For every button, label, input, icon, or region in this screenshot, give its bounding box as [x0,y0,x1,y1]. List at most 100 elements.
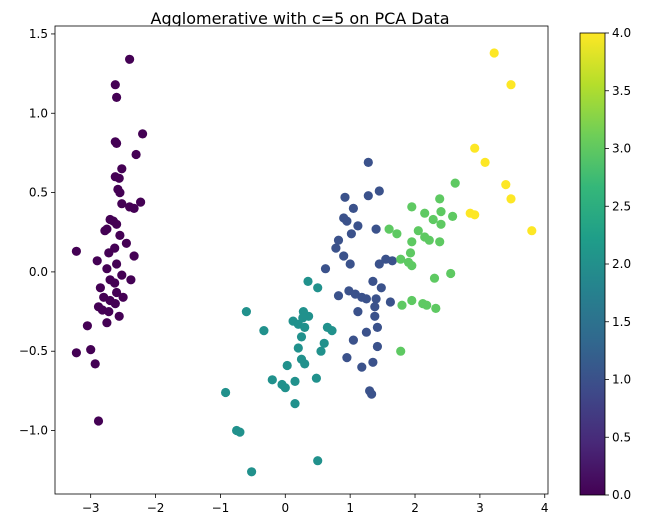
scatter-point [413,226,423,236]
scatter-point [93,416,104,426]
scatter-point [259,326,269,336]
scatter-point [319,338,329,348]
scatter-point [247,467,257,477]
scatter-point [112,259,122,269]
scatter-point [333,291,344,301]
y-axis: −1.0 −0.5 0.0 0.5 1.0 1.5 [19,27,55,438]
scatter-point [348,203,358,213]
scatter-point [110,80,120,90]
colorbar-tick-label: 1.5 [612,315,631,329]
scatter-point [118,292,128,302]
scatter-point [110,278,120,288]
scatter-point [397,300,407,310]
scatter-point [86,345,96,355]
scatter-point [267,375,277,385]
scatter-point [114,311,124,321]
scatter-point [387,256,397,266]
scatter-point [282,360,292,371]
scatter-point [117,199,127,209]
scatter-point [396,254,406,264]
scatter-point [235,427,245,437]
scatter-point [117,270,127,280]
scatter-point [361,327,371,337]
scatter-point [115,230,125,240]
scatter-point [129,251,139,261]
x-tick-label: −1 [212,501,230,515]
scatter-point [450,178,460,188]
scatter-point [506,80,516,90]
scatter-point [435,237,445,247]
colorbar-gradient [579,32,606,496]
plot-area: −3 −2 −1 0 1 2 3 4 −1.0 −0.5 0.0 0.5 1.0 1.5 [19,25,549,515]
scatter-point [298,313,308,323]
scatter-point [125,54,135,64]
scatter-point [407,295,417,306]
scatter-point [320,264,331,274]
scatter-point [345,259,355,269]
scatter-point [300,322,310,332]
scatter-point [348,335,358,345]
y-tick-label: −0.5 [19,344,48,358]
y-tick-label: 0.5 [29,186,48,200]
scatter-point [506,194,516,204]
scatter-point [102,264,112,274]
colorbar-tick-label: 0.5 [612,430,631,444]
scatter-point [280,383,290,393]
scatter-point [126,275,136,285]
scatter-point [527,226,537,236]
scatter-point [368,357,378,367]
scatter-point [316,346,326,356]
scatter-point [436,207,446,217]
scatter-point [90,359,100,369]
scatter-point [372,341,382,352]
scatter-point [313,283,323,293]
scatter-point [339,251,349,261]
scatter-point [104,248,114,258]
scatter-point [112,219,122,229]
colorbar-tick-label: 3.5 [612,84,631,98]
scatter-point [368,276,378,286]
scatter-point [480,157,490,167]
scatter-point [407,237,417,247]
y-tick-label: 1.0 [29,106,48,120]
scatter-point [117,164,127,174]
y-tick-label: 0.0 [29,265,48,279]
x-axis: −3 −2 −1 0 1 2 3 4 [82,494,549,515]
scatter-point [489,48,499,58]
plot-frame [54,25,549,495]
scatter-point [112,138,122,148]
colorbar-tick-label: 4.0 [612,26,631,40]
scatter-point [428,214,438,225]
scatter-point [374,259,384,269]
scatter-point [376,283,386,293]
scatter-point [112,287,122,298]
scatter-point [407,261,417,271]
x-tick-label: 3 [476,501,484,515]
scatter-point [296,332,307,342]
scatter-point [357,362,367,372]
scatter-point [422,300,432,310]
scatter-point [420,208,430,218]
colorbar-tick-label: 0.0 [612,488,631,502]
scatter-point [340,192,350,202]
scatter-point [110,299,120,309]
scatter-point [313,456,323,466]
scatter-point [363,191,373,201]
scatter-point [501,180,511,190]
scatter-point [372,322,382,332]
scatter-point [370,311,380,321]
scatter-point [121,238,131,248]
scatter-point [374,186,384,196]
scatter-point [363,157,373,167]
scatter-point [384,224,394,234]
scatter-point [71,246,81,256]
scatter-point [385,297,395,307]
y-tick-label: 1.5 [29,27,48,41]
scatter-point [424,235,434,245]
scatter-point [290,376,300,386]
scatter-point [367,389,377,399]
scatter-point [129,203,139,213]
scatter-point [371,294,381,304]
scatter-point [221,387,231,398]
x-tick-label: 4 [541,501,549,515]
